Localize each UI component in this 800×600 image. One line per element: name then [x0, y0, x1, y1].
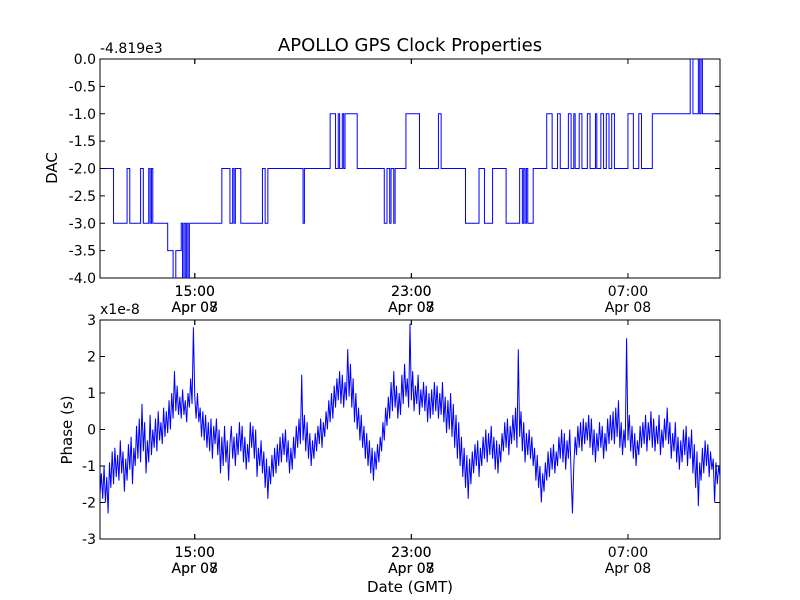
phase-ytick-label: 1	[87, 386, 96, 402]
dac-xtick-date-label: Apr 08	[605, 300, 651, 316]
dac-ytick-label: -0.5	[69, 79, 96, 95]
phase-xtick-date-label: Apr 08	[605, 561, 651, 577]
dac-ytick-label: 0.0	[74, 52, 96, 68]
phase-offset-label: x1e-8	[100, 302, 140, 318]
dac-offset-label: -4.819e3	[100, 41, 163, 57]
phase-ytick-label: 0	[87, 423, 96, 439]
phase-ytick-label: 3	[87, 313, 96, 329]
phase-xtick-time-label: 23:00	[391, 545, 431, 561]
dac-xtick-date-label: Apr 07	[388, 300, 434, 316]
phase-xtick-time-label: 15:00	[175, 545, 215, 561]
dac-series-line-0	[100, 59, 720, 278]
dac-ytick-label: -1.0	[69, 107, 96, 123]
dac-ytick-label: -3.0	[69, 216, 96, 232]
phase-panel: x1e-8 Phase (s) Date (GMT) -3 -2 -1 0 1 2 3 15:…	[58, 302, 721, 596]
phase-y-axis-label: Phase (s)	[58, 395, 76, 464]
phase-ytick-label: -2	[82, 496, 96, 512]
dac-xtick-time-label: 15:00	[175, 284, 215, 300]
phase-ytick-label: 2	[87, 350, 96, 366]
dac-xtick-time-label: 23:00	[391, 284, 431, 300]
dac-xtick-date-label: Apr 08	[172, 300, 218, 316]
dac-ytick-label: -1.5	[69, 134, 96, 150]
dac-ytick-label: -2.0	[69, 162, 96, 178]
dac-ytick-label: -3.5	[69, 244, 96, 260]
dac-xtick-date-label: Apr 07	[172, 300, 218, 316]
phase-xtick-time-label: 23:00	[391, 545, 431, 561]
dac-xtick-time-label: 23:00	[391, 284, 431, 300]
dac-xtick-time-label: 07:00	[608, 284, 648, 300]
phase-ytick-label: -1	[82, 459, 96, 475]
dac-panel: -4.819e3 DAC -4.0 -3.5 -3.0 -2.5 -2.0 -1.5 -1.…	[43, 41, 721, 316]
x-axis-label: Date (GMT)	[367, 578, 453, 596]
phase-xtick-time-label: 15:00	[175, 545, 215, 561]
dac-xtick-date-label: Apr 08	[388, 300, 434, 316]
phase-xtick-date-label: Apr 07	[172, 561, 218, 577]
dac-y-axis-label: DAC	[43, 152, 61, 184]
dac-ytick-label: -4.0	[69, 271, 96, 287]
phase-xtick-time-label: 07:00	[608, 545, 648, 561]
dac-xtick-time-label: 15:00	[175, 284, 215, 300]
dac-ytick-label: -2.5	[69, 189, 96, 205]
phase-xtick-date-label: Apr 07	[388, 561, 434, 577]
phase-series-line-0	[100, 323, 720, 514]
phase-xtick-date-label: Apr 08	[172, 561, 218, 577]
phase-xtick-date-label: Apr 08	[388, 561, 434, 577]
chart-title: APOLLO GPS Clock Properties	[278, 35, 542, 56]
phase-ytick-label: -3	[82, 532, 96, 548]
